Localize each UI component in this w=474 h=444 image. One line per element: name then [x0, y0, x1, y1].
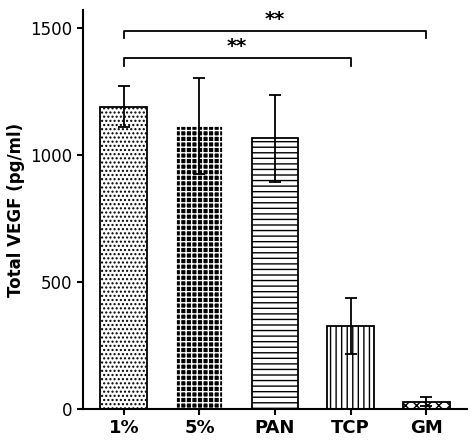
Bar: [403, 401, 450, 408]
Bar: [176, 126, 223, 408]
Bar: [100, 107, 147, 408]
Y-axis label: Total VEGF (pg/ml): Total VEGF (pg/ml): [7, 123, 25, 297]
Bar: [252, 139, 299, 408]
Text: **: **: [265, 9, 285, 28]
Text: **: **: [227, 37, 247, 56]
Bar: [327, 326, 374, 408]
